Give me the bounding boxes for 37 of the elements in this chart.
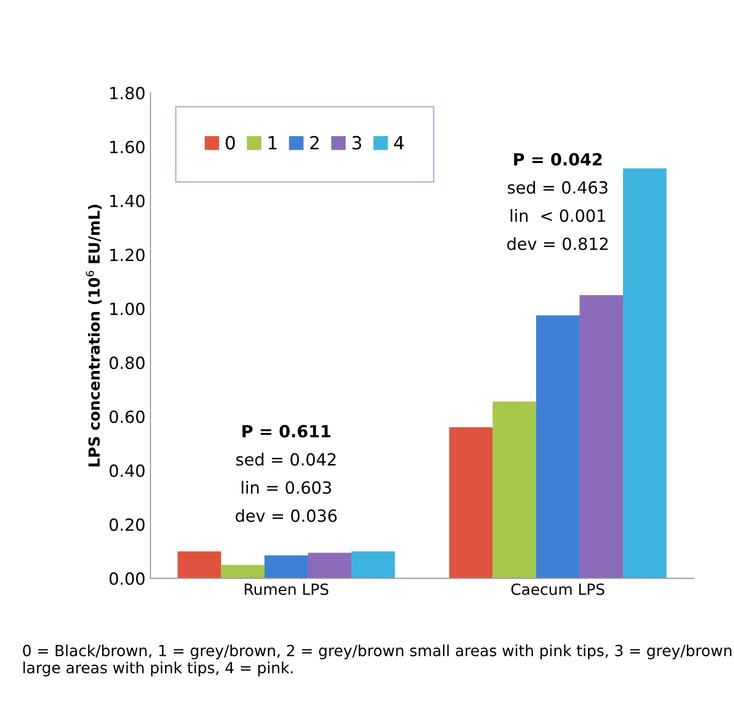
legend-label: 1 xyxy=(268,136,277,150)
bar xyxy=(536,315,580,578)
x-tick-label: Rumen LPS xyxy=(244,583,328,596)
bar xyxy=(351,551,395,578)
y-tick-label: 1.40 xyxy=(110,194,144,208)
y-axis-title: LPS concentration (10$^{6}$ EU/mL) xyxy=(86,204,102,466)
annotation: lin = 0.603 xyxy=(242,480,331,494)
text: 0 = Black/brown, 1 = grey/brown, 2 = grey/brown small areas with pink tips, 3 = grey/brown large areas with pink tips, 4 = pink. xyxy=(23,644,732,676)
bar xyxy=(449,427,493,578)
legend-label: 2 xyxy=(310,136,319,150)
bar xyxy=(308,552,352,578)
annotation: P = 0.042 xyxy=(514,153,602,166)
bar xyxy=(623,168,666,578)
bar xyxy=(221,564,265,578)
legend-label: 3 xyxy=(352,136,362,150)
y-tick-label: 0.80 xyxy=(110,356,144,370)
y-tick-label: 1.20 xyxy=(110,248,144,262)
annotation: dev = 0.812 xyxy=(507,237,608,250)
annotation: dev = 0.036 xyxy=(236,509,337,522)
y-tick-label: 1.00 xyxy=(110,302,144,316)
y-tick-label: 0.20 xyxy=(110,518,144,531)
y-tick-label: 0.40 xyxy=(110,464,144,478)
bar xyxy=(178,551,222,578)
annotation: P = 0.611 xyxy=(242,424,330,438)
annotation: lin < 0.001 xyxy=(510,209,605,222)
annotation: sed = 0.463 xyxy=(508,180,608,194)
y-tick-label: 0.60 xyxy=(110,410,144,424)
x-tick-label: Caecum LPS xyxy=(511,583,604,596)
bar xyxy=(492,402,536,578)
annotation: sed = 0.042 xyxy=(236,452,336,466)
legend-label: 0 xyxy=(226,136,235,150)
bar xyxy=(264,555,308,578)
legend-label: 4 xyxy=(394,136,404,150)
y-tick-label: 1.80 xyxy=(110,86,144,100)
y-tick-label: 0.00 xyxy=(110,572,144,585)
bar xyxy=(580,295,624,578)
y-tick-label: 1.60 xyxy=(110,140,144,154)
